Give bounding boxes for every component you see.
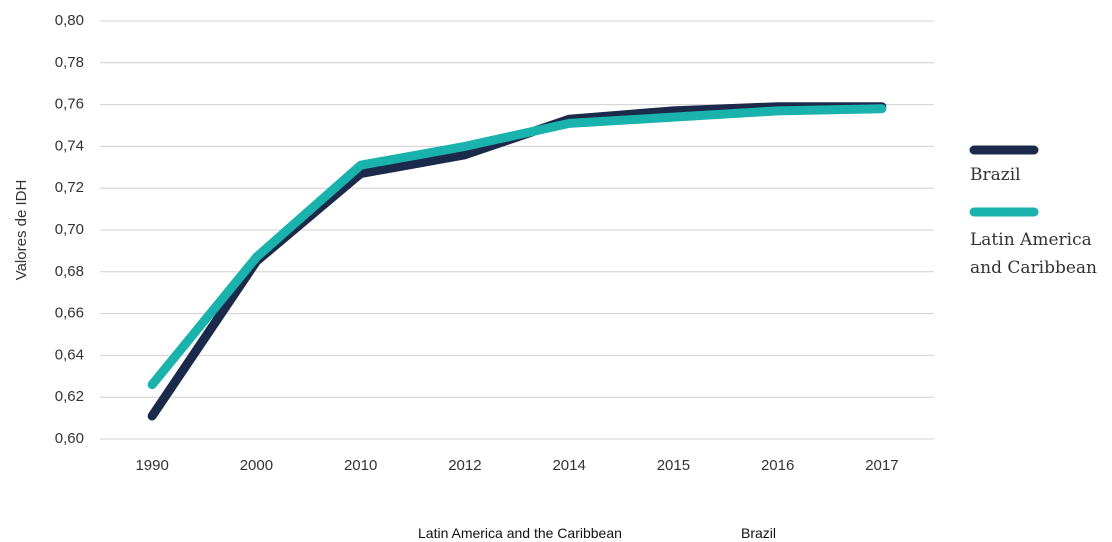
y-tick-label: 0,60 [55,430,84,447]
y-tick-label: 0,70 [55,221,84,238]
y-axis-label: Valores de IDH [13,180,30,281]
x-tick-label: 2016 [761,457,794,474]
y-tick-label: 0,66 [55,305,84,322]
x-tick-label: 2000 [240,457,273,474]
y-tick-label: 0,62 [55,388,84,405]
legend-label: Brazil [970,165,1021,185]
y-tick-label: 0,76 [55,96,84,113]
x-tick-label: 1990 [135,457,168,474]
bottom-legend-label: Brazil [741,525,777,541]
x-tick-label: 2010 [344,457,377,474]
series-line [147,102,887,421]
legend-label: Latin America and Caribbean [970,230,1097,278]
bottom-legend-label: Latin America and the Caribbean [418,525,622,541]
y-tick-label: 0,80 [55,12,84,29]
series-line [147,104,887,390]
x-tick-label: 2012 [448,457,481,474]
y-tick-label: 0,72 [55,179,84,196]
y-tick-label: 0,78 [55,54,84,71]
y-tick-label: 0,74 [55,137,84,154]
x-tick-label: 2017 [865,457,898,474]
x-tick-label: 2015 [657,457,690,474]
y-tick-label: 0,68 [55,263,84,280]
y-tick-label: 0,64 [55,346,84,363]
x-tick-label: 2014 [552,457,585,474]
